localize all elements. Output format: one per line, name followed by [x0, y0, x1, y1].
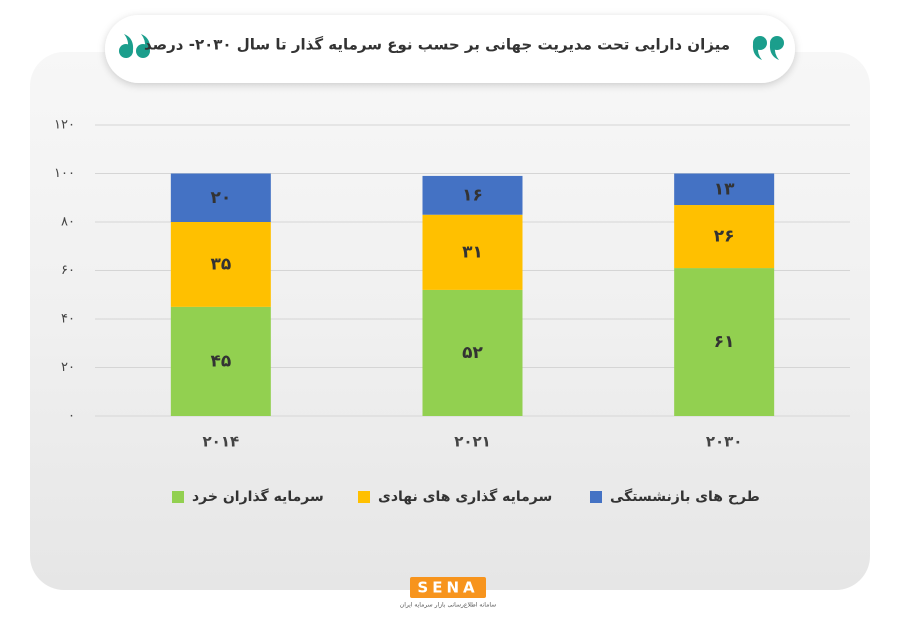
bar-segment	[170, 222, 271, 307]
legend-label: سرمایه گذاری های نهادی	[378, 488, 552, 505]
y-tick-label: ۴۰	[61, 312, 75, 327]
legend-swatch	[590, 491, 602, 503]
logo-caption: سامانه اطلاع‌رسانی بازار سرمایه ایران	[400, 602, 496, 609]
x-tick-label: ۲۰۳۰	[706, 433, 743, 451]
value-label: ۵۲	[462, 343, 483, 363]
value-label: ۲۶	[714, 227, 735, 247]
bar-segment	[674, 205, 775, 269]
bar-segment	[422, 175, 523, 215]
x-tick-label: ۲۰۲۱	[454, 433, 491, 451]
bar-segment	[674, 173, 775, 206]
y-tick-label: ۱۲۰	[54, 118, 75, 133]
value-label: ۲۰	[210, 188, 231, 208]
legend-label: طرح های بازنشستگی	[610, 488, 760, 505]
y-tick-label: ۸۰	[61, 215, 75, 230]
x-tick-label: ۲۰۱۴	[203, 433, 240, 451]
bar-segment	[674, 268, 775, 416]
legend-swatch	[172, 491, 184, 503]
legend-swatch	[358, 491, 370, 503]
chart-title: میزان دارایی تحت مدیریت جهانی بر حسب نوع…	[144, 36, 730, 54]
bar-segment	[422, 289, 523, 416]
logo-text: SENA	[417, 579, 478, 597]
legend-label: سرمایه گذاران خرد	[192, 488, 324, 505]
value-label: ۴۵	[210, 351, 231, 371]
bar-segment	[422, 214, 523, 290]
value-label: ۱۶	[462, 185, 483, 205]
y-tick-label: ۲۰	[61, 360, 75, 375]
value-label: ۳۱	[462, 242, 483, 262]
value-label: ۱۳	[714, 179, 735, 199]
quote-left	[119, 34, 151, 58]
value-label: ۳۵	[210, 254, 231, 274]
quote-right	[752, 36, 784, 60]
y-tick-label: ۱۰۰	[54, 166, 75, 181]
bar-segment	[170, 306, 271, 416]
logo-box	[410, 577, 486, 598]
y-tick-label: ۶۰	[61, 263, 75, 278]
title-pill	[105, 15, 795, 83]
y-tick-label: ۰	[68, 409, 75, 424]
bar-segment	[170, 173, 271, 222]
value-label: ۶۱	[714, 332, 735, 352]
